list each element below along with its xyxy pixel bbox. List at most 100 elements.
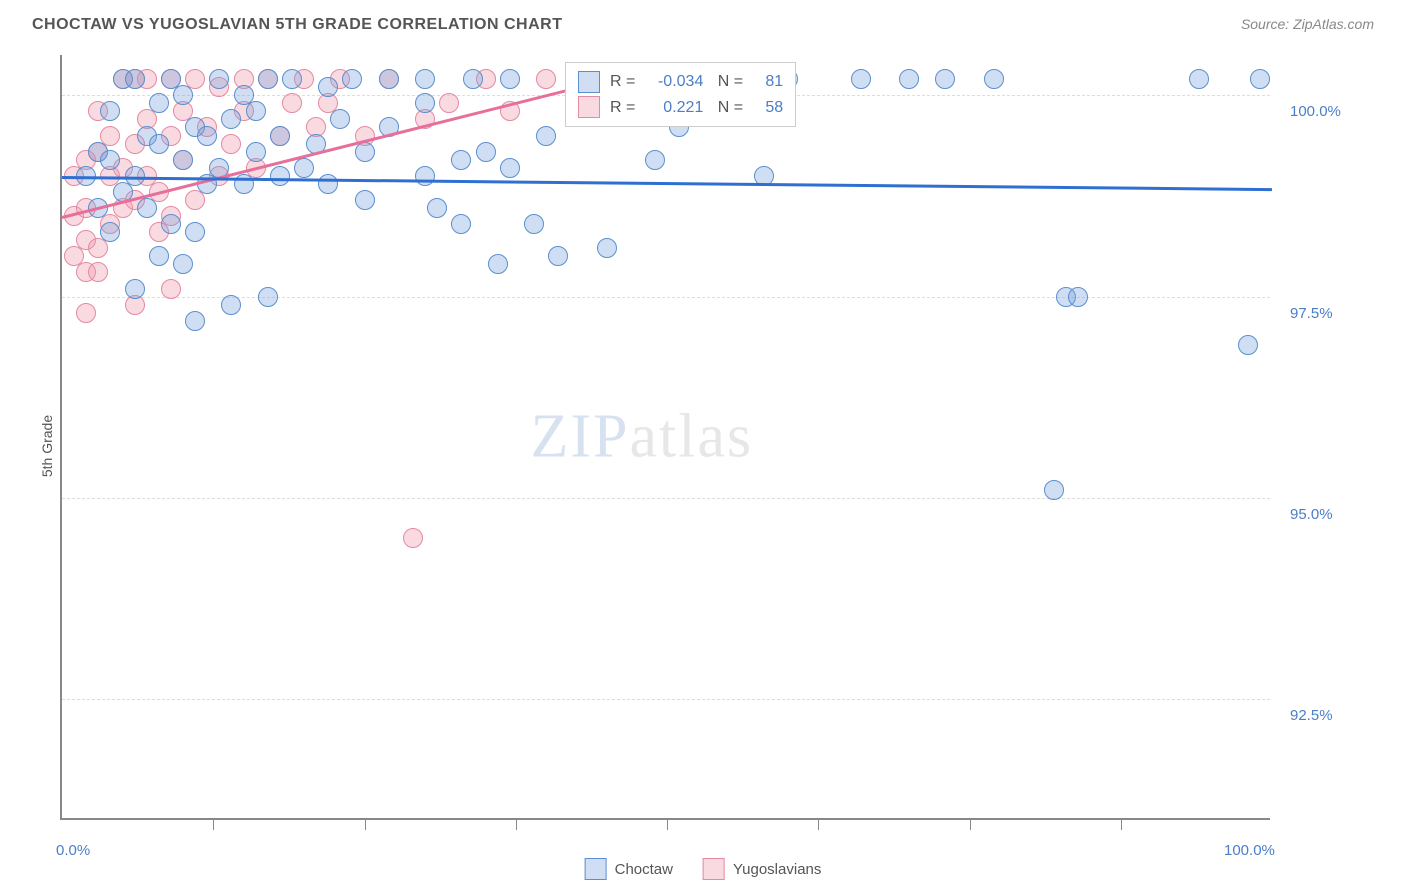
scatter-point	[597, 238, 617, 258]
scatter-point	[1250, 69, 1270, 89]
plot-area: ZIPatlas	[60, 55, 1270, 820]
legend-swatch-yugoslavians	[703, 858, 725, 880]
x-tick-mark	[667, 818, 668, 830]
scatter-point	[246, 142, 266, 162]
scatter-point	[76, 303, 96, 323]
legend-bottom: Choctaw Yugoslavians	[585, 858, 822, 880]
x-tick-label: 0.0%	[56, 842, 90, 859]
x-tick-mark	[818, 818, 819, 830]
scatter-point	[185, 311, 205, 331]
legend-n-value-choctaw: 81	[753, 69, 783, 95]
legend-n-label: N =	[713, 69, 743, 95]
legend-row-yugoslavians: R = 0.221 N = 58	[578, 95, 783, 121]
x-tick-mark	[516, 818, 517, 830]
scatter-point	[282, 93, 302, 113]
scatter-point	[125, 279, 145, 299]
scatter-point	[342, 69, 362, 89]
scatter-point	[161, 279, 181, 299]
scatter-point	[451, 150, 471, 170]
scatter-point	[645, 150, 665, 170]
legend-row-choctaw: R = -0.034 N = 81	[578, 69, 783, 95]
scatter-point	[185, 222, 205, 242]
scatter-point	[451, 214, 471, 234]
legend-swatch-choctaw	[585, 858, 607, 880]
scatter-point	[899, 69, 919, 89]
legend-item-yugoslavians: Yugoslavians	[703, 858, 821, 880]
scatter-point	[427, 198, 447, 218]
scatter-point	[294, 158, 314, 178]
scatter-point	[984, 69, 1004, 89]
scatter-point	[1189, 69, 1209, 89]
scatter-point	[258, 69, 278, 89]
scatter-point	[209, 69, 229, 89]
scatter-point	[270, 166, 290, 186]
chart-title: CHOCTAW VS YUGOSLAVIAN 5TH GRADE CORRELA…	[32, 16, 563, 34]
gridline	[62, 699, 1270, 700]
scatter-point	[161, 214, 181, 234]
scatter-point	[270, 126, 290, 146]
legend-r-label: R =	[610, 95, 635, 121]
legend-item-choctaw: Choctaw	[585, 858, 673, 880]
scatter-point	[851, 69, 871, 89]
scatter-point	[536, 126, 556, 146]
x-tick-mark	[213, 818, 214, 830]
scatter-point	[221, 109, 241, 129]
watermark-atlas: atlas	[630, 402, 754, 470]
scatter-point	[415, 93, 435, 113]
scatter-point	[476, 142, 496, 162]
scatter-point	[173, 254, 193, 274]
scatter-point	[935, 69, 955, 89]
scatter-point	[246, 101, 266, 121]
scatter-point	[403, 528, 423, 548]
scatter-point	[88, 262, 108, 282]
legend-r-value-yugoslavians: 0.221	[645, 95, 703, 121]
scatter-point	[355, 190, 375, 210]
scatter-point	[415, 69, 435, 89]
scatter-point	[221, 134, 241, 154]
legend-n-label: N =	[713, 95, 743, 121]
scatter-point	[524, 214, 544, 234]
scatter-point	[318, 174, 338, 194]
scatter-point	[137, 198, 157, 218]
gridline	[62, 498, 1270, 499]
scatter-point	[415, 166, 435, 186]
legend-label-yugoslavians: Yugoslavians	[733, 861, 821, 878]
y-tick-label: 95.0%	[1290, 506, 1333, 523]
watermark-zip: ZIP	[531, 402, 630, 470]
gridline	[62, 297, 1270, 298]
legend-label-choctaw: Choctaw	[615, 861, 673, 878]
scatter-point	[463, 69, 483, 89]
scatter-point	[500, 158, 520, 178]
x-tick-label: 100.0%	[1224, 842, 1275, 859]
scatter-point	[318, 77, 338, 97]
y-tick-label: 92.5%	[1290, 707, 1333, 724]
scatter-point	[221, 295, 241, 315]
scatter-point	[173, 85, 193, 105]
scatter-point	[439, 93, 459, 113]
legend-r-value-choctaw: -0.034	[645, 69, 703, 95]
y-axis-label: 5th Grade	[39, 415, 55, 477]
watermark: ZIPatlas	[531, 401, 754, 472]
scatter-point	[149, 93, 169, 113]
scatter-point	[197, 126, 217, 146]
scatter-point	[149, 246, 169, 266]
scatter-point	[282, 69, 302, 89]
scatter-point	[100, 222, 120, 242]
legend-swatch-yugoslavians	[578, 96, 600, 118]
legend-n-value-yugoslavians: 58	[753, 95, 783, 121]
x-tick-mark	[970, 818, 971, 830]
scatter-point	[173, 150, 193, 170]
x-tick-mark	[1121, 818, 1122, 830]
scatter-point	[500, 69, 520, 89]
scatter-point	[1068, 287, 1088, 307]
scatter-point	[379, 69, 399, 89]
legend-swatch-choctaw	[578, 71, 600, 93]
scatter-point	[125, 69, 145, 89]
x-tick-mark	[365, 818, 366, 830]
scatter-point	[149, 134, 169, 154]
scatter-point	[1044, 480, 1064, 500]
source-label: Source: ZipAtlas.com	[1241, 16, 1374, 32]
legend-correlation-box: R = -0.034 N = 81 R = 0.221 N = 58	[565, 62, 796, 127]
y-tick-label: 100.0%	[1290, 103, 1341, 120]
scatter-point	[100, 150, 120, 170]
